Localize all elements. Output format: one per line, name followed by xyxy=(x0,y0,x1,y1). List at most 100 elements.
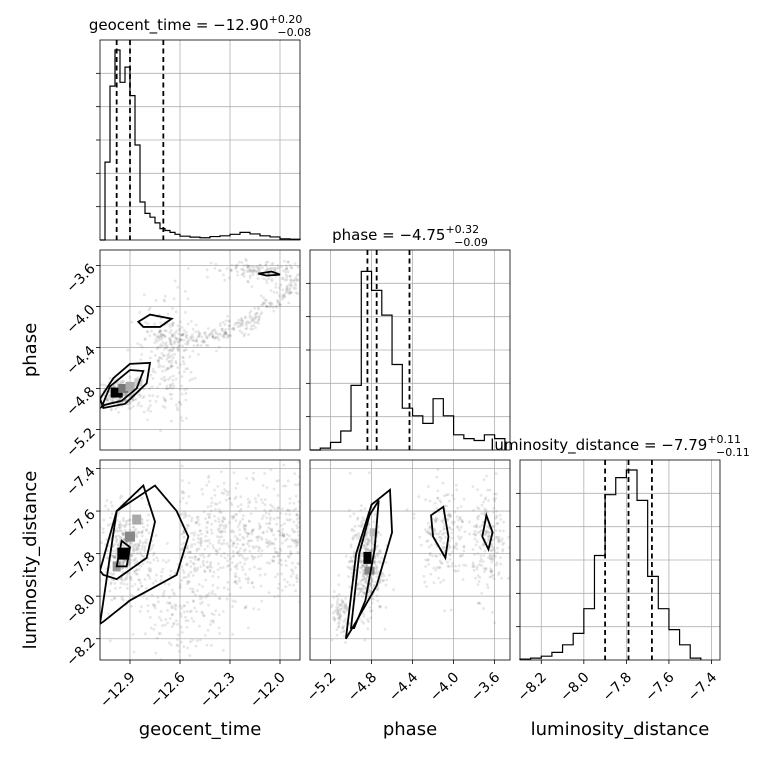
sample-point xyxy=(484,508,488,512)
sample-point xyxy=(296,541,299,545)
sample-point xyxy=(370,537,374,540)
sample-point xyxy=(455,543,458,547)
sample-point xyxy=(491,573,495,577)
sample-point xyxy=(495,551,499,555)
sample-point xyxy=(490,548,493,552)
sample-point xyxy=(174,339,178,343)
sample-point xyxy=(480,563,483,567)
sample-point xyxy=(200,539,203,543)
sample-point xyxy=(206,520,210,524)
y-tick-label: −4.8 xyxy=(63,384,98,419)
sample-point xyxy=(496,539,500,543)
sample-point xyxy=(189,609,193,613)
sample-point xyxy=(285,266,289,270)
sample-point xyxy=(216,562,220,566)
sample-point xyxy=(122,598,125,602)
sample-point xyxy=(379,533,383,537)
sample-point xyxy=(253,321,257,325)
sample-point xyxy=(165,601,169,605)
sample-point xyxy=(210,330,214,334)
sample-point xyxy=(247,333,251,337)
sample-point xyxy=(234,495,238,499)
sample-point xyxy=(377,552,381,556)
sample-point xyxy=(178,338,182,342)
sample-point xyxy=(131,546,135,550)
sample-point xyxy=(272,555,276,559)
sample-point xyxy=(295,573,299,577)
sample-point xyxy=(206,565,209,569)
sample-point xyxy=(110,407,113,411)
sample-point xyxy=(280,563,283,567)
sample-point xyxy=(276,554,280,558)
sample-point xyxy=(232,542,235,545)
sample-point xyxy=(296,550,300,554)
sample-point xyxy=(442,494,446,498)
sample-point xyxy=(196,566,200,570)
sample-point xyxy=(479,493,483,497)
sample-point xyxy=(114,555,117,558)
sample-point xyxy=(485,583,489,587)
sample-point xyxy=(210,531,214,535)
sample-point xyxy=(254,315,258,319)
sample-point xyxy=(226,334,230,338)
sample-point xyxy=(278,547,282,551)
sample-point xyxy=(209,528,213,532)
sample-point xyxy=(270,301,273,305)
sample-point xyxy=(256,535,260,539)
sample-point xyxy=(158,335,162,339)
sample-point xyxy=(288,264,292,267)
sample-point xyxy=(267,591,271,594)
sample-point xyxy=(376,599,380,603)
sample-point xyxy=(294,566,297,569)
sample-point xyxy=(137,544,141,548)
sample-point xyxy=(152,627,156,631)
sample-point xyxy=(186,343,190,346)
sample-point xyxy=(137,578,141,582)
sample-point xyxy=(205,336,209,340)
sample-point xyxy=(281,276,285,280)
sample-point xyxy=(121,531,125,535)
sample-point xyxy=(285,264,288,268)
sample-point xyxy=(460,518,463,522)
sample-point xyxy=(187,524,190,528)
sample-point xyxy=(148,356,152,360)
sample-point xyxy=(479,554,483,558)
sample-point xyxy=(283,539,287,542)
sample-point xyxy=(175,403,178,407)
sample-point xyxy=(344,554,348,558)
sample-point xyxy=(179,333,183,337)
sample-point xyxy=(192,534,196,537)
sample-point xyxy=(110,512,114,516)
sample-point xyxy=(161,341,165,344)
sample-point xyxy=(245,326,249,330)
sample-point xyxy=(204,517,207,521)
sample-point xyxy=(168,331,172,335)
sample-point xyxy=(118,526,122,529)
sample-point xyxy=(477,507,481,511)
sample-point xyxy=(159,364,163,368)
sample-point xyxy=(282,534,285,538)
sample-point xyxy=(220,530,224,534)
sample-point xyxy=(184,398,188,402)
sample-point xyxy=(462,549,466,553)
sample-point xyxy=(110,598,114,602)
sample-point xyxy=(140,534,144,538)
sample-point xyxy=(165,542,169,545)
sample-point xyxy=(151,581,155,585)
sample-point xyxy=(450,520,454,524)
sample-point xyxy=(439,535,442,539)
sample-point xyxy=(202,338,205,342)
sample-point xyxy=(301,493,304,496)
sample-point xyxy=(476,488,479,491)
sample-point xyxy=(88,589,91,592)
sample-point xyxy=(247,265,251,268)
sample-point xyxy=(217,613,221,617)
sample-point xyxy=(442,524,446,528)
sample-point xyxy=(187,575,190,578)
sample-point xyxy=(232,554,236,558)
sample-point xyxy=(176,366,180,369)
sample-point xyxy=(478,559,482,563)
sample-point xyxy=(479,547,483,551)
sample-point xyxy=(180,532,184,536)
sample-point xyxy=(379,549,382,552)
